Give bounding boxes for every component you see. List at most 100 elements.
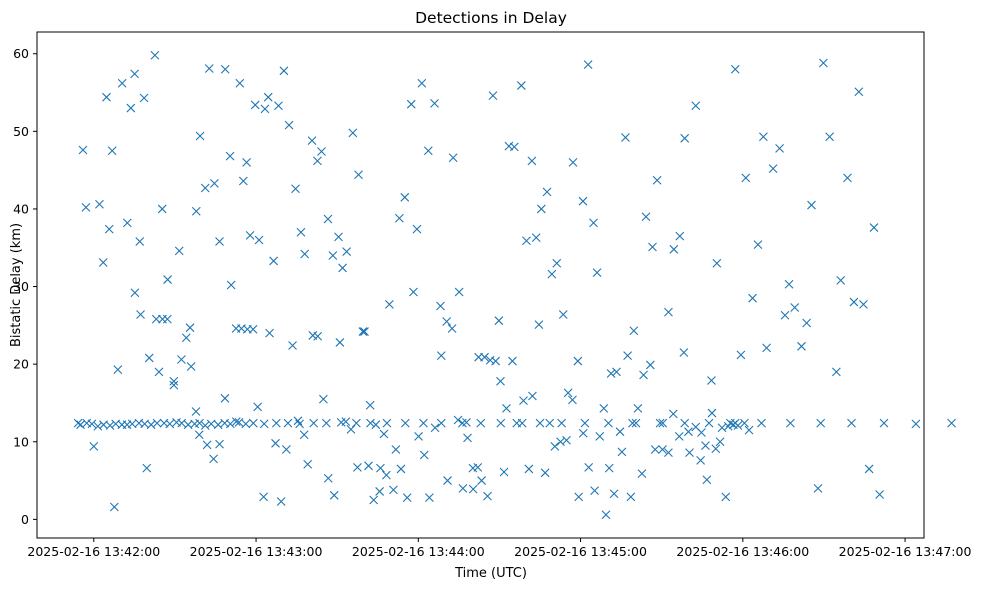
data-point	[536, 204, 546, 214]
data-point	[879, 418, 889, 428]
data-point	[609, 489, 619, 499]
data-point	[225, 419, 235, 429]
data-point	[382, 470, 391, 480]
data-point	[309, 418, 319, 428]
data-point	[753, 240, 763, 250]
data-point	[204, 64, 214, 73]
x-tick-label: 2025-02-16 13:47:00	[839, 544, 972, 559]
x-tick-label: 2025-02-16 13:42:00	[27, 544, 160, 559]
data-point	[126, 103, 136, 113]
data-point	[329, 490, 339, 500]
data-point	[423, 146, 433, 156]
data-point	[181, 333, 191, 343]
data-point	[813, 483, 823, 493]
data-point	[225, 151, 235, 161]
data-point	[98, 258, 108, 267]
data-point	[169, 376, 179, 386]
data-point	[414, 431, 423, 441]
data-point	[807, 200, 816, 210]
data-point	[226, 280, 236, 290]
data-point	[430, 423, 440, 433]
data-point	[334, 232, 343, 242]
data-point	[578, 196, 588, 206]
data-point	[402, 493, 412, 503]
data-point	[758, 132, 768, 142]
data-point	[215, 237, 224, 246]
data-point	[162, 314, 172, 324]
data-point	[113, 365, 123, 374]
data-point	[353, 462, 362, 472]
data-point	[295, 419, 304, 429]
data-point	[299, 430, 309, 440]
data-point	[617, 447, 627, 457]
data-point	[631, 418, 641, 428]
data-point	[303, 459, 313, 469]
data-point	[122, 218, 132, 228]
data-point	[260, 104, 270, 114]
data-point	[574, 492, 584, 502]
data-point	[664, 448, 673, 458]
data-point	[679, 348, 689, 357]
data-point	[135, 237, 145, 246]
data-point	[454, 287, 464, 297]
data-point	[313, 156, 322, 166]
data-point	[279, 66, 289, 76]
data-point	[717, 423, 727, 433]
data-point	[721, 492, 731, 502]
data-point	[263, 92, 273, 102]
data-point	[524, 464, 534, 474]
data-point	[604, 463, 614, 473]
data-point	[354, 170, 363, 180]
data-point	[105, 421, 115, 430]
data-point	[784, 279, 794, 289]
data-point	[664, 307, 673, 317]
data-point	[859, 300, 868, 309]
data-point	[338, 263, 347, 273]
data-point	[599, 404, 609, 413]
data-point	[235, 78, 245, 88]
data-point	[675, 231, 685, 241]
data-point	[384, 300, 394, 309]
y-axis-ticks: 0 10 20 30 40 50 60	[13, 46, 37, 527]
data-point	[552, 258, 562, 268]
data-point	[242, 157, 251, 167]
data-point	[200, 421, 210, 430]
data-point	[707, 408, 717, 418]
data-point	[346, 424, 356, 434]
data-point	[313, 331, 323, 341]
data-point	[220, 64, 230, 74]
x-axis-label: Time (UTC)	[454, 566, 527, 581]
data-point	[318, 394, 328, 404]
data-point	[740, 418, 749, 428]
data-point	[442, 317, 452, 326]
data-point	[573, 356, 583, 366]
data-point	[540, 468, 550, 478]
data-point	[430, 99, 439, 108]
data-point	[550, 442, 560, 451]
data-point	[584, 462, 594, 472]
data-point	[163, 275, 173, 284]
data-point	[556, 437, 565, 447]
data-point	[652, 175, 662, 185]
data-point	[509, 142, 519, 152]
data-point	[109, 502, 119, 512]
data-point	[220, 393, 230, 403]
data-point	[578, 428, 588, 438]
data-point	[271, 438, 280, 448]
data-point	[174, 246, 184, 256]
data-point	[259, 492, 269, 502]
data-point	[191, 206, 201, 216]
data-point	[612, 367, 621, 377]
data-point	[364, 461, 373, 471]
data-point	[186, 362, 196, 371]
data-point	[680, 133, 690, 143]
data-point	[248, 418, 258, 428]
data-point	[684, 427, 693, 437]
chart-title: Detections in Delay	[415, 9, 567, 27]
data-point	[300, 249, 310, 259]
data-point	[150, 50, 160, 60]
data-point	[376, 463, 385, 473]
data-point	[757, 418, 766, 428]
data-point	[712, 258, 722, 268]
data-point	[202, 440, 212, 450]
